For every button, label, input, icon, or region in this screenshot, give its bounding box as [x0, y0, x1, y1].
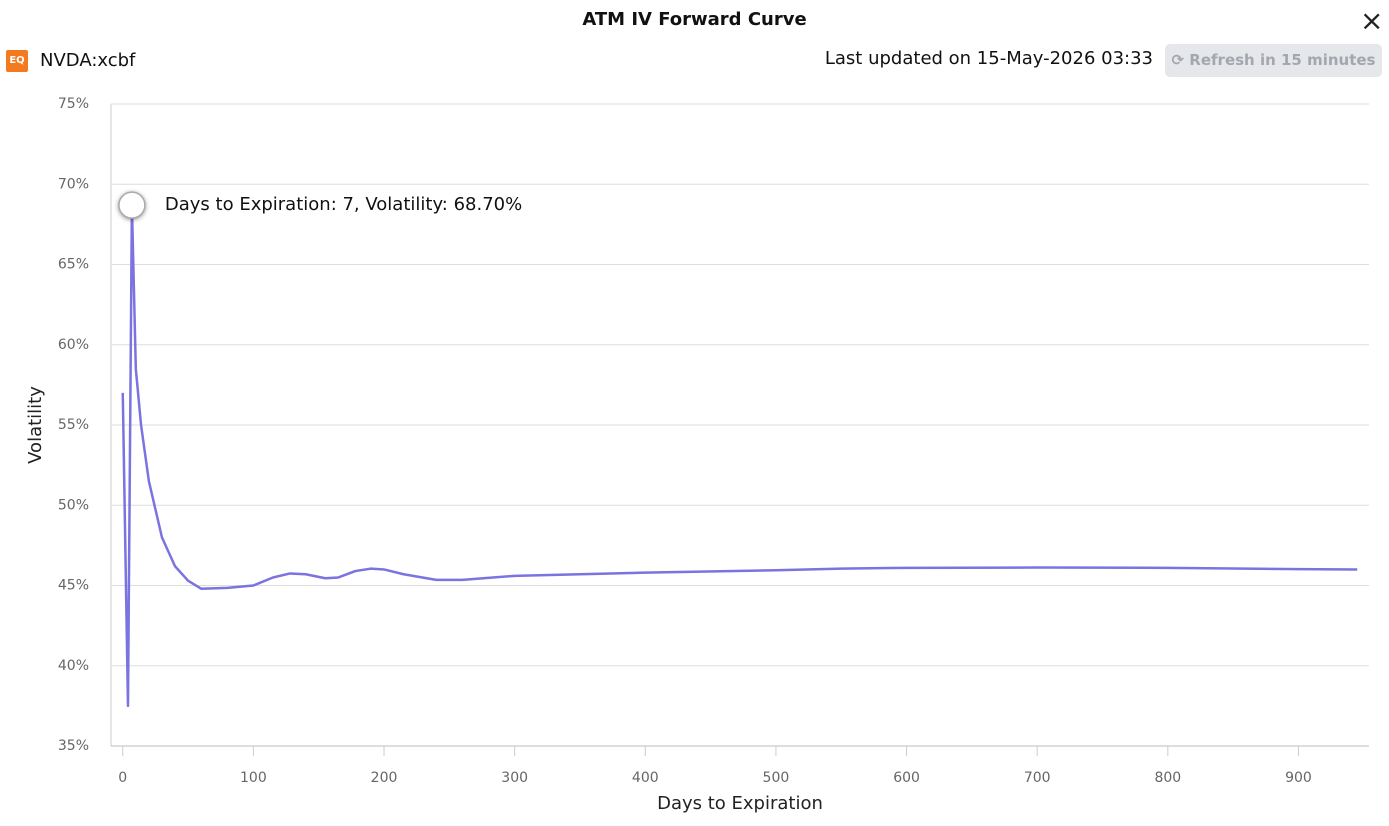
x-tick-label: 200 — [371, 770, 398, 786]
y-tick-label: 50% — [58, 497, 89, 513]
x-tick-label: 0 — [118, 770, 127, 786]
x-tick-label: 900 — [1285, 770, 1312, 786]
symbol: NVDA:xcbf — [40, 50, 136, 71]
x-tick-label: 100 — [240, 770, 267, 786]
y-axis-label: Volatility — [25, 386, 46, 464]
y-tick-label: 55% — [58, 417, 89, 433]
y-tick-label: 70% — [58, 176, 89, 192]
x-axis-label: Days to Expiration — [657, 793, 823, 814]
x-tick-label: 300 — [501, 770, 528, 786]
series-line — [121, 203, 1358, 708]
refresh-icon: ⟳ — [1171, 51, 1190, 69]
x-tick-label: 700 — [1024, 770, 1051, 786]
last-updated: Last updated on 15-May-2026 03:33 — [824, 48, 1153, 69]
dialog-title: ATM IV Forward Curve — [582, 9, 807, 30]
tooltip-text: Days to Expiration: 7, Volatility: 68.70… — [165, 194, 522, 215]
x-tick-label: 400 — [632, 770, 659, 786]
y-tick-label: 60% — [58, 337, 89, 353]
close-button[interactable]: × — [1360, 4, 1384, 37]
y-tick-label: 40% — [58, 658, 89, 674]
x-tick-label: 800 — [1154, 770, 1181, 786]
tooltip-marker — [118, 191, 146, 219]
y-tick-label: 45% — [58, 578, 89, 594]
logo: EQ — [6, 50, 28, 72]
y-tick-label: 65% — [58, 257, 89, 273]
refresh-button[interactable]: ⟳ Refresh in 15 minutes — [1165, 44, 1382, 77]
y-tick-label: 75% — [58, 96, 89, 112]
x-tick-label: 500 — [763, 770, 790, 786]
y-tick-label: 35% — [58, 738, 89, 754]
x-tick-label: 600 — [893, 770, 920, 786]
refresh-label: Refresh in 15 minutes — [1189, 51, 1376, 69]
